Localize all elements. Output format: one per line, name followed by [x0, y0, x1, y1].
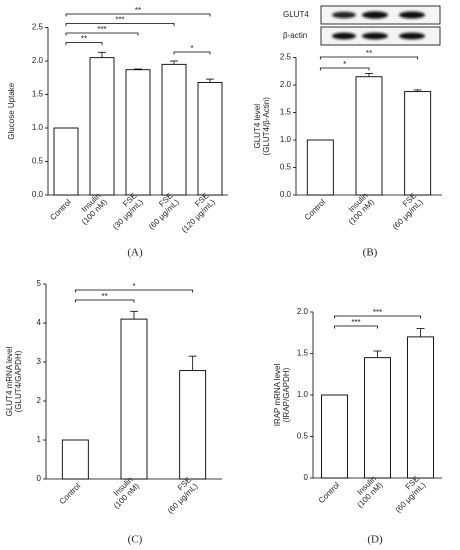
bar	[53, 127, 79, 196]
bar	[364, 357, 391, 479]
blot-label: GLUT4	[283, 10, 309, 19]
significance-bracket	[334, 325, 378, 329]
y-tick-label: 0.0	[280, 190, 292, 199]
y-tick-label: 2.0	[297, 307, 309, 316]
blot-label: β-actin	[283, 31, 307, 40]
y-tick-label: 4	[37, 318, 42, 327]
y-tick-label: 0.5	[32, 157, 44, 166]
significance-bracket	[74, 299, 135, 303]
bar	[407, 336, 434, 479]
panel-label: (D)	[367, 534, 383, 546]
bar	[321, 394, 348, 479]
y-tick-label: 5	[37, 279, 42, 288]
y-tick-label: 1.0	[280, 135, 292, 144]
x-tick-label: Insulin(100 nM)	[347, 191, 376, 226]
x-tick-label: FSE(30 μg/mL)	[111, 191, 145, 231]
x-tick-label-line: Control	[303, 197, 328, 222]
x-tick-label: Insulin(100 nM)	[112, 475, 141, 510]
y-tick-label: 1.0	[297, 390, 309, 399]
significance-label: *	[190, 44, 193, 53]
y-tick-label: 1	[37, 435, 42, 444]
bar	[306, 139, 334, 196]
y-axis-label: IRAP mRNA level	[273, 364, 282, 427]
x-tick-label: Control	[58, 481, 83, 506]
significance-label: **	[135, 6, 141, 15]
x-tick-label-line: Control	[48, 197, 73, 222]
x-tick-label: Control	[303, 197, 328, 222]
x-tick-label: FSE(60 μg/mL)	[391, 191, 425, 231]
y-tick-label: 1.5	[32, 90, 44, 99]
significance-label: **	[366, 49, 372, 58]
blot-band	[332, 11, 356, 19]
y-axis-label: GLUT4 level	[253, 104, 262, 149]
bar	[404, 91, 432, 196]
bar	[355, 76, 383, 196]
significance-bracket	[65, 32, 139, 36]
x-tick-label: FSE(60 μg/mL)	[166, 475, 200, 515]
blot-band	[399, 11, 425, 19]
y-tick-label: 1.5	[280, 108, 292, 117]
x-tick-label: FSE(60 μg/mL)	[147, 191, 181, 231]
significance-bracket	[74, 289, 194, 293]
significance-bracket	[65, 42, 103, 45]
y-tick-label: 2.5	[280, 53, 292, 62]
y-axis-label: GLUT4 mRNA level	[5, 346, 14, 416]
significance-bracket	[65, 23, 175, 26]
bar	[197, 81, 223, 196]
blot-band	[362, 32, 388, 40]
blot-band	[362, 11, 388, 19]
bar	[61, 439, 89, 480]
significance-label: *	[343, 60, 346, 69]
y-tick-label: 2	[37, 396, 42, 405]
bar	[161, 63, 187, 196]
western-blot	[320, 5, 441, 46]
y-axis-label: Glucose Uptake	[7, 82, 16, 139]
y-tick-label: 2.0	[32, 56, 44, 65]
bar	[120, 318, 148, 480]
x-tick-label-line: Control	[317, 480, 342, 505]
panel-label: (C)	[128, 534, 143, 546]
y-tick-label: 0	[37, 474, 42, 483]
y-axis-label: (IRAP/GAPDH)	[282, 367, 291, 422]
y-axis-label: (GLUT4/GAPDH)	[14, 350, 23, 412]
blot-band	[332, 32, 356, 40]
y-tick-label: 2.0	[280, 80, 292, 89]
bar	[179, 370, 207, 480]
significance-bracket	[319, 56, 419, 60]
significance-label: ***	[351, 318, 360, 327]
x-tick-label: Control	[317, 480, 342, 505]
significance-label: **	[102, 292, 108, 301]
significance-label: ***	[373, 308, 382, 317]
y-tick-label: 0	[304, 473, 309, 482]
y-tick-label: 0.0	[32, 190, 44, 199]
bar	[89, 57, 115, 196]
y-tick-label: 1.0	[32, 123, 44, 132]
x-tick-label: FSE(120 μg/mL)	[180, 191, 217, 234]
blot-band	[399, 32, 425, 40]
y-tick-label: 0.5	[297, 432, 309, 441]
y-tick-label: 1.5	[297, 349, 309, 358]
bar	[125, 69, 151, 196]
y-axis-label: (GLUT4/β-Actin)	[262, 97, 271, 156]
significance-bracket	[173, 51, 211, 55]
y-tick-label: 3	[37, 357, 42, 366]
x-tick-label: Insulin(100 nM)	[80, 191, 109, 226]
significance-label: ***	[97, 25, 106, 34]
panel-label: (A)	[127, 247, 143, 259]
x-tick-label: Insulin(100 nM)	[355, 474, 384, 509]
significance-bracket	[65, 13, 211, 17]
x-tick-label: FSE(60 μg/mL)	[394, 474, 428, 514]
significance-bracket	[334, 315, 421, 319]
significance-bracket	[319, 67, 370, 71]
y-tick-label: 0.5	[280, 163, 292, 172]
y-tick-label: 2.5	[32, 23, 44, 32]
x-tick-label-line: Control	[58, 481, 83, 506]
significance-label: **	[81, 35, 87, 44]
significance-label: ***	[115, 16, 124, 25]
panel-label: (B)	[363, 247, 378, 259]
x-tick-label: Control	[48, 197, 73, 222]
significance-label: *	[132, 282, 135, 291]
